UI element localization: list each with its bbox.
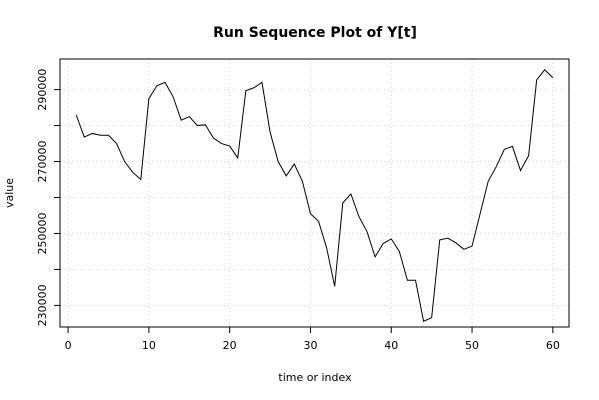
grid-lines [60,59,569,327]
x-tick-label: 30 [303,339,317,352]
x-tick-label: 10 [142,339,156,352]
x-axis: 0 10 20 30 40 50 60 [65,327,560,352]
series-line [75,69,554,322]
y-tick-label: 270000 [36,141,49,183]
y-tick-label: 290000 [36,69,49,111]
chart-title: Run Sequence Plot of Y[t] [213,25,417,41]
y-axis-label: value [3,178,16,208]
x-tick-label: 60 [546,339,560,352]
x-tick-label: 0 [65,339,72,352]
y-tick-label: 250000 [36,212,49,254]
x-axis-label: time or index [278,371,352,384]
x-tick-label: 40 [384,339,398,352]
x-tick-label: 50 [465,339,479,352]
plot-frame [59,58,570,328]
y-tick-label: 230000 [36,284,49,326]
x-tick-label: 20 [223,339,237,352]
y-axis: 230000 250000 270000 290000 [36,69,60,326]
